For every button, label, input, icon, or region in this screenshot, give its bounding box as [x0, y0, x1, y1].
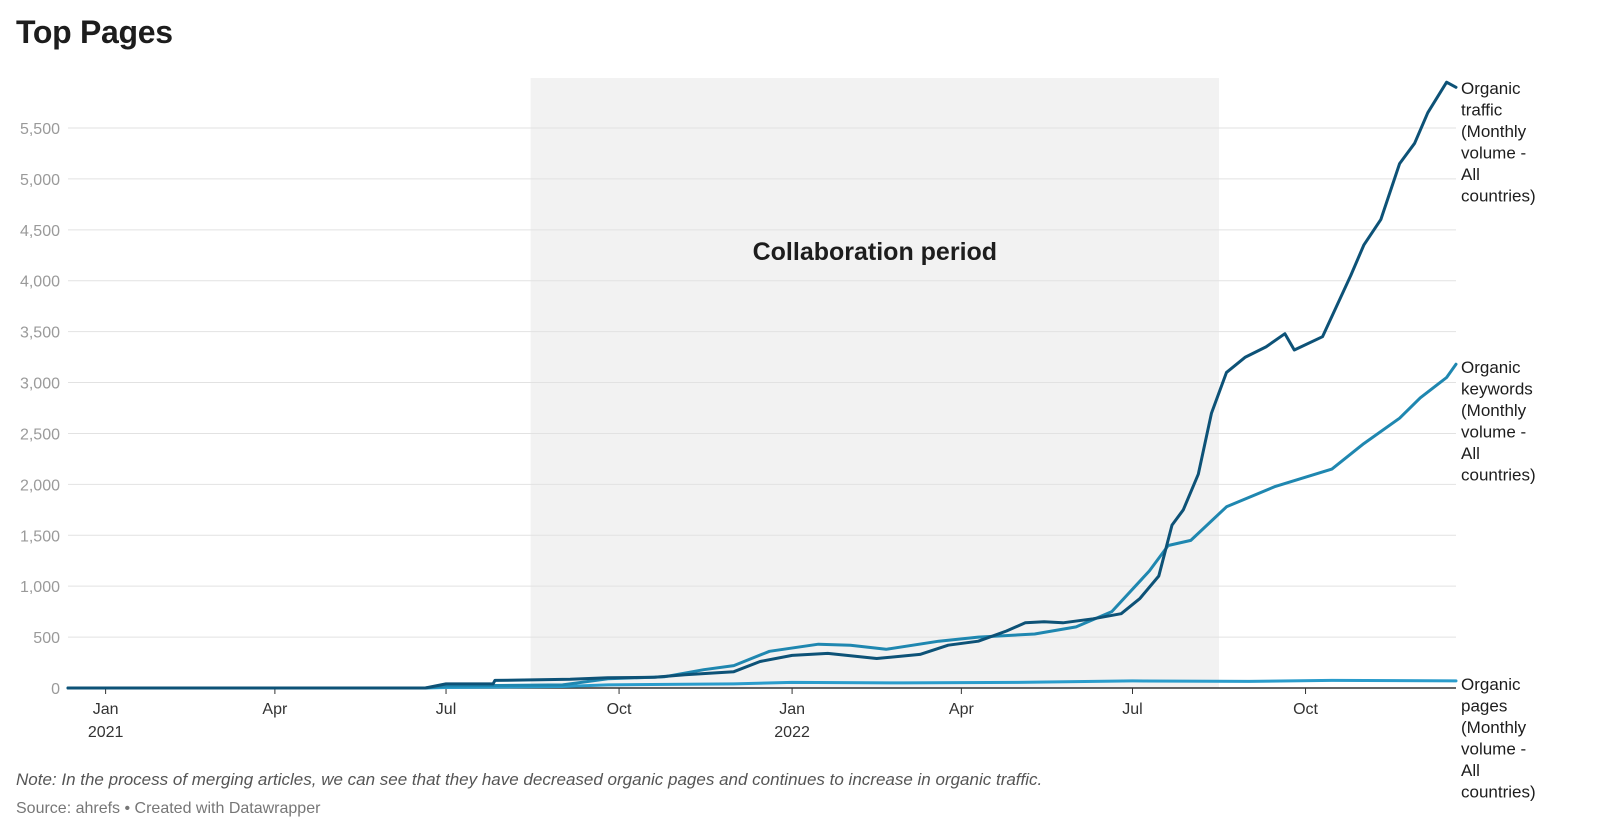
- series-label-line: All: [1461, 444, 1480, 463]
- series-label-line: volume -: [1461, 144, 1526, 163]
- y-tick-label: 4,500: [20, 223, 60, 240]
- y-tick-label: 5,500: [20, 121, 60, 138]
- series-label-line: (Monthly: [1461, 122, 1527, 141]
- series-label-line: keywords: [1461, 380, 1533, 399]
- series-label-line: traffic: [1461, 101, 1503, 120]
- organic-traffic-line: [66, 80, 1458, 690]
- series-label-line: Organic: [1461, 675, 1521, 694]
- y-tick-label: 500: [33, 630, 60, 647]
- y-tick-label: 3,500: [20, 325, 60, 342]
- x-axis: Jan 2021 Apr Jul Oct Jan 2022 Apr Jul Oct: [88, 688, 1319, 741]
- x-tick-label: Jan: [779, 701, 805, 718]
- y-tick-label: 2,000: [20, 477, 60, 494]
- series-label-line: countries): [1461, 187, 1536, 206]
- series-label-line: volume -: [1461, 740, 1526, 759]
- chart-note: Note: In the process of merging articles…: [16, 770, 1043, 789]
- chart-source: Source: ahrefs • Created with Datawrappe…: [16, 800, 321, 817]
- x-tick-label: Oct: [1293, 701, 1318, 718]
- series-label-line: countries): [1461, 466, 1536, 485]
- collaboration-period-label: Collaboration period: [753, 238, 997, 266]
- y-axis: 0 500 1,000 1,500 2,000 2,500 3,000 3,500 4,000 4…: [20, 121, 60, 698]
- organic-pages-label: Organic pages (Monthly volume - All countries…: [1461, 675, 1536, 802]
- series-label-line: volume -: [1461, 423, 1526, 442]
- series-label-line: All: [1461, 761, 1480, 780]
- x-tick-label: Jul: [436, 701, 456, 718]
- x-tick-label: Jul: [1122, 701, 1142, 718]
- x-tick-label: Apr: [949, 701, 975, 718]
- series-label-line: countries): [1461, 783, 1536, 802]
- series-label-line: All: [1461, 165, 1480, 184]
- y-tick-label: 0: [51, 681, 60, 698]
- y-tick-label: 3,000: [20, 376, 60, 393]
- series-label-line: pages: [1461, 697, 1507, 716]
- series-labels: Organic traffic (Monthly volume - All countri…: [1461, 79, 1536, 802]
- y-tick-label: 1,000: [20, 579, 60, 596]
- series-label-line: (Monthly: [1461, 718, 1527, 737]
- y-tick-label: 4,000: [20, 274, 60, 291]
- series-label-line: (Monthly: [1461, 401, 1527, 420]
- chart-title: Top Pages: [16, 14, 173, 50]
- organic-keywords-label: Organic keywords (Monthly volume - All countr…: [1461, 358, 1536, 485]
- series-lines: [66, 80, 1458, 690]
- x-tick-label: Oct: [607, 701, 632, 718]
- series-label-line: Organic: [1461, 358, 1521, 377]
- y-tick-label: 2,500: [20, 426, 60, 443]
- x-tick-label: Jan: [93, 701, 119, 718]
- x-tick-year: 2021: [88, 724, 124, 741]
- x-tick-year: 2022: [774, 724, 810, 741]
- y-tick-label: 1,500: [20, 528, 60, 545]
- organic-traffic-label: Organic traffic (Monthly volume - All countri…: [1461, 79, 1536, 206]
- series-label-line: Organic: [1461, 79, 1521, 98]
- y-tick-label: 5,000: [20, 172, 60, 189]
- x-tick-label: Apr: [262, 701, 288, 718]
